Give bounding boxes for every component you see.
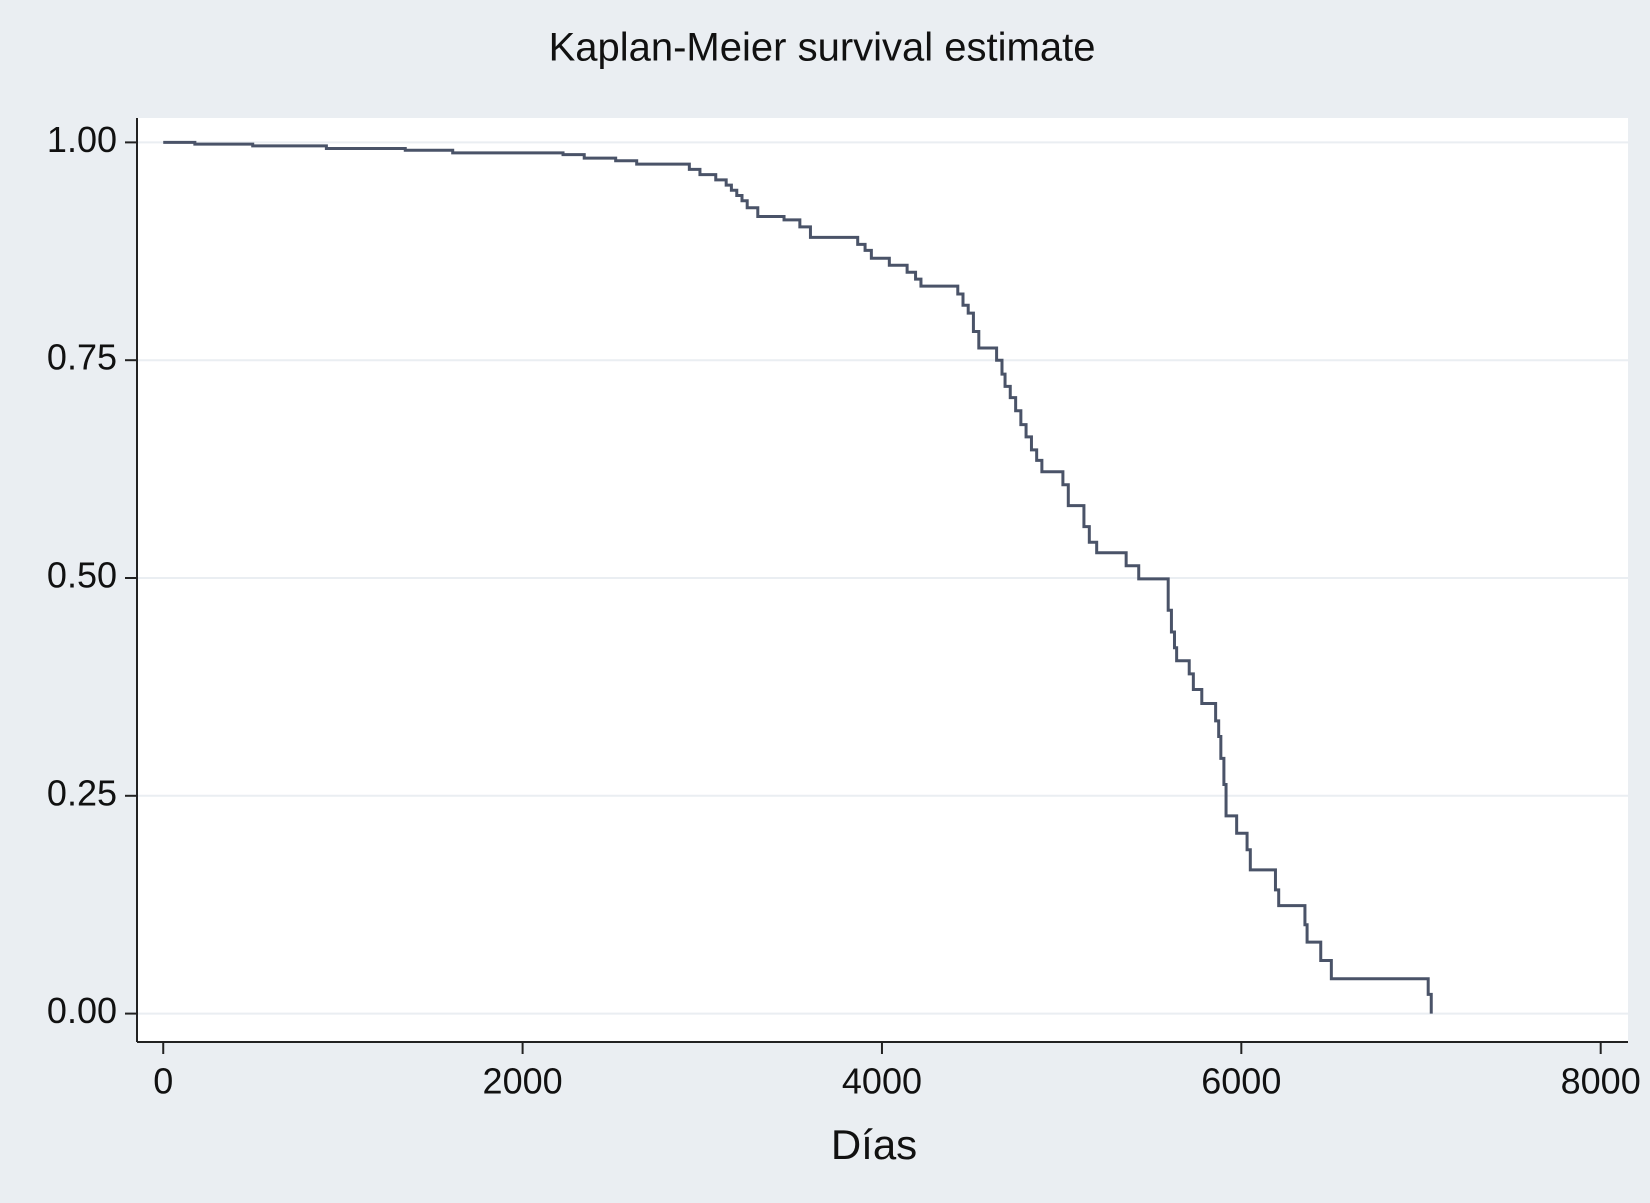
survival-line: [163, 140, 1433, 1014]
y-tick-label: 0.00: [47, 990, 117, 1031]
x-tick-label: 0: [153, 1061, 173, 1102]
y-tick-label: 1.00: [47, 119, 117, 160]
y-tick-label: 0.75: [47, 337, 117, 378]
y-tick-label: 0.50: [47, 555, 117, 596]
x-tick-label: 8000: [1561, 1061, 1641, 1102]
y-tick-label: 0.25: [47, 772, 117, 813]
chart-title: Kaplan-Meier survival estimate: [549, 26, 1096, 70]
x-tick-label: 4000: [842, 1061, 922, 1102]
x-tick-label: 2000: [483, 1061, 563, 1102]
x-axis-label: Días: [831, 1121, 917, 1168]
x-tick-label: 6000: [1201, 1061, 1281, 1102]
plot-area: [137, 118, 1628, 1042]
